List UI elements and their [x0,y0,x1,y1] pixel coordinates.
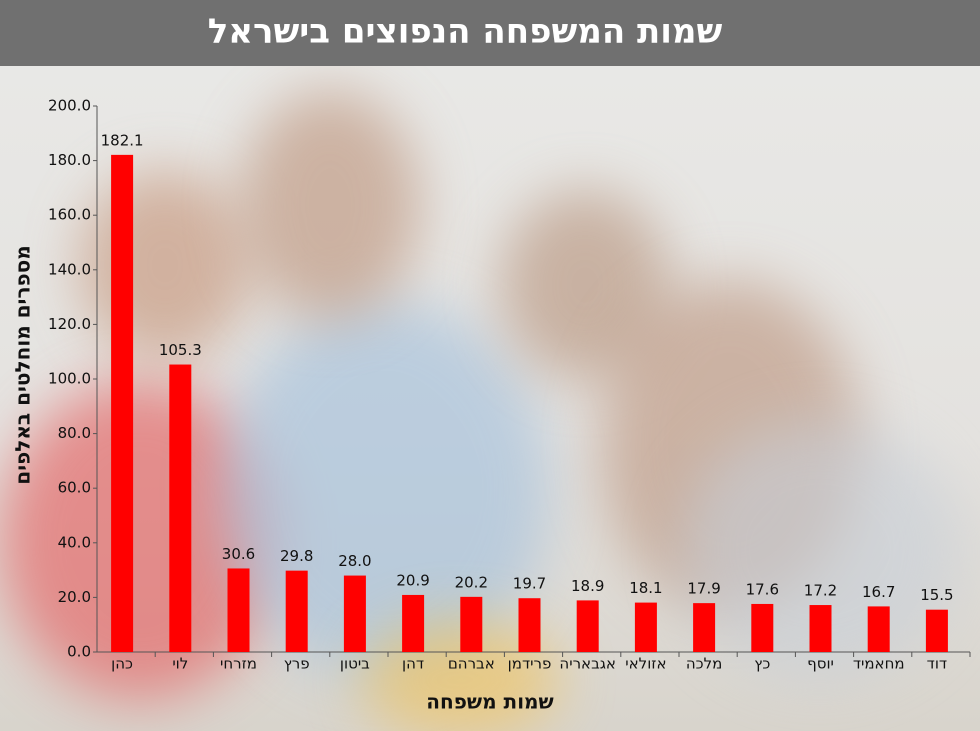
value-label: 16.7 [862,583,895,601]
x-tick-label: דוד [927,655,947,673]
bar [576,600,599,652]
x-tick-label: מחאמיד [853,655,905,673]
x-tick-label: לוי [172,655,188,673]
value-label: 17.9 [687,580,720,598]
bar [925,609,948,652]
value-label: 19.7 [513,575,546,593]
bar [809,605,832,652]
x-axis-title: שמות משפחה [426,690,553,714]
value-label: 18.9 [571,577,604,595]
chart-title: שמות המשפחה הנפוצים בישראל [208,12,723,52]
y-tick-label: 140.0 [48,260,91,278]
x-tick-label: מזרחי [220,655,257,673]
bar [111,154,134,652]
x-tick-label: ביטון [340,655,370,673]
bar [285,570,308,652]
x-tick-label: פרץ [284,655,310,673]
bar [634,602,657,652]
value-label: 18.1 [629,579,662,597]
bar [227,568,250,652]
y-tick-label: 60.0 [58,479,91,497]
bar [169,364,192,652]
x-tick-label: דהן [402,655,424,673]
x-tick-label: מלכה [686,655,722,673]
x-tick-label: כהן [111,655,133,673]
value-label: 29.8 [280,547,313,565]
y-tick-label: 40.0 [58,533,91,551]
y-tick-label: 200.0 [48,97,91,115]
bar [693,603,716,652]
bar [343,575,366,652]
bar [460,596,483,652]
y-tick-label: 100.0 [48,370,91,388]
title-band [0,0,980,66]
y-tick-label: 0.0 [67,643,91,661]
x-tick-label: אברהם [448,655,495,673]
value-label: 28.0 [338,552,371,570]
y-axis-title: מספרים מוחלטים באלפים [11,245,35,484]
x-tick-label: אזולאי [625,655,666,673]
y-tick-label: 120.0 [48,315,91,333]
bar [402,594,425,652]
bar [751,603,774,652]
y-tick-label: 160.0 [48,206,91,224]
value-label: 105.3 [159,341,202,359]
x-tick-label: אגבאריה [559,655,616,673]
value-label: 17.6 [746,580,779,598]
value-label: 182.1 [101,131,144,149]
x-tick-label: כץ [754,655,770,673]
x-tick-label: פרידמן [508,655,552,673]
value-label: 15.5 [920,586,953,604]
value-label: 30.6 [222,545,255,563]
x-tick-label: יוסף [807,655,834,673]
y-tick-label: 80.0 [58,424,91,442]
bar [867,606,890,652]
y-tick-label: 20.0 [58,588,91,606]
y-tick-label: 180.0 [48,151,91,169]
bar [518,598,541,652]
value-label: 17.2 [804,582,837,600]
value-label: 20.2 [455,573,488,591]
value-label: 20.9 [396,571,429,589]
